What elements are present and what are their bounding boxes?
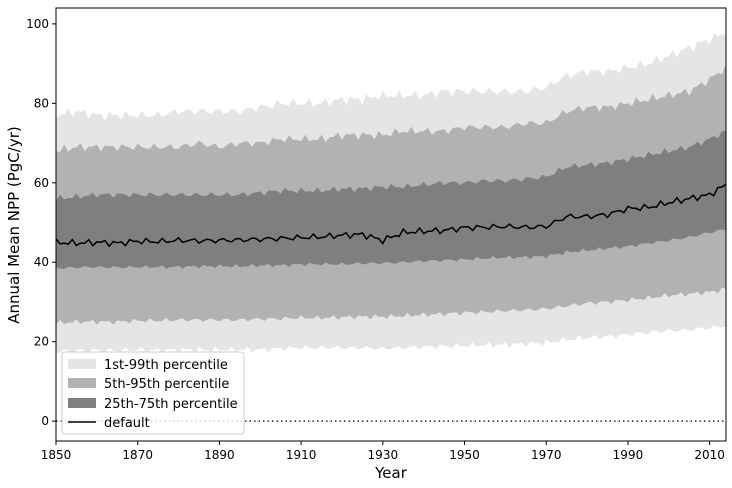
x-tick-label: 1910 — [286, 448, 317, 462]
legend-swatch-5th-95th — [68, 378, 96, 388]
y-axis-label: Annual Mean NPP (PgC/yr) — [5, 126, 23, 323]
series-line-default — [56, 183, 726, 248]
y-tick-label: 100 — [26, 17, 49, 31]
band-25th-75th-percentile — [56, 130, 726, 269]
series-lines — [56, 183, 726, 248]
y-tick-label: 40 — [34, 255, 49, 269]
x-tick-label: 1850 — [41, 448, 72, 462]
y-tick-label: 20 — [34, 335, 49, 349]
x-tick-label: 2010 — [694, 448, 725, 462]
y-tick-label: 0 — [41, 414, 49, 428]
x-tick-label: 1990 — [613, 448, 644, 462]
x-tick-label: 1970 — [531, 448, 562, 462]
percentile-bands — [56, 33, 726, 354]
y-tick-label: 80 — [34, 96, 49, 110]
x-tick-label: 1950 — [449, 448, 480, 462]
x-tick-label: 1890 — [204, 448, 235, 462]
y-tick-label: 60 — [34, 176, 49, 190]
y-axis-ticks: 0 20 40 60 80 100 — [26, 17, 56, 428]
x-tick-label: 1870 — [122, 448, 153, 462]
legend-box — [61, 351, 245, 435]
x-tick-label: 1930 — [368, 448, 399, 462]
legend-swatch-25th-75th — [68, 398, 96, 408]
legend-label-1st-99th: 1st-99th percentile — [104, 358, 228, 373]
legend: 1st-99th percentile 5th-95th percentile … — [61, 351, 245, 435]
legend-swatch-1st-99th — [68, 359, 96, 369]
legend-label-default: default — [104, 416, 150, 431]
x-axis-label: Year — [374, 464, 408, 482]
plot-frame — [55, 7, 727, 442]
x-axis-ticks: 1850 1870 1890 1910 1930 1950 1970 1990 2010 — [41, 441, 725, 462]
legend-label-25th-75th: 25th-75th percentile — [104, 397, 238, 412]
legend-label-5th-95th: 5th-95th percentile — [104, 377, 229, 392]
